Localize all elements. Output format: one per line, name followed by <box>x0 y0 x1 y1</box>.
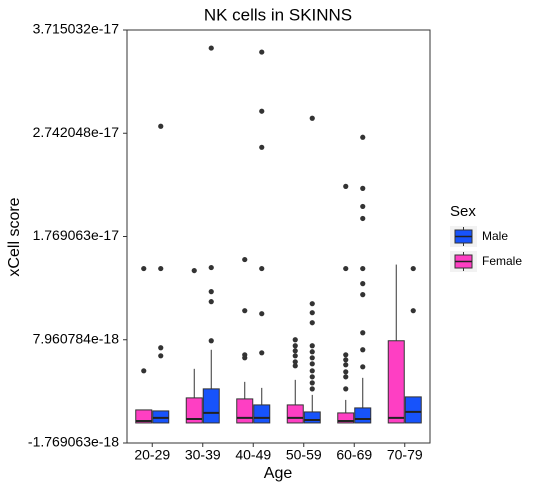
outlier <box>158 353 164 359</box>
outlier <box>292 353 298 359</box>
outlier <box>292 343 298 349</box>
outlier <box>343 183 349 189</box>
outlier <box>360 364 366 370</box>
outlier <box>343 265 349 272</box>
legend-label: Male <box>482 229 508 243</box>
box <box>253 404 271 424</box>
plot-panel <box>127 30 430 443</box>
box <box>404 396 422 424</box>
outlier <box>410 308 416 314</box>
outlier <box>208 338 214 344</box>
outlier <box>309 368 315 374</box>
outlier <box>259 350 265 356</box>
y-tick-label: 1.769063e-17 <box>33 227 120 243</box>
chart-title: NK cells in SKINNS <box>204 5 352 24</box>
outlier <box>343 352 349 358</box>
outlier <box>158 265 164 272</box>
outlier <box>343 357 349 363</box>
x-tick-label: 70-79 <box>387 447 423 463</box>
outlier <box>309 374 315 380</box>
x-tick-label: 60-69 <box>336 447 372 463</box>
outlier <box>309 301 315 307</box>
outlier <box>309 386 315 392</box>
outlier <box>158 345 164 351</box>
outlier <box>360 215 366 222</box>
box <box>202 388 220 424</box>
outlier <box>292 359 298 365</box>
outlier <box>343 362 349 368</box>
x-axis-label: Age <box>264 465 293 482</box>
outlier <box>309 115 315 121</box>
box <box>236 398 254 424</box>
y-tick-label: -1.769063e-18 <box>28 434 119 450</box>
outlier <box>360 203 366 210</box>
outlier <box>360 347 366 353</box>
outlier <box>309 355 315 361</box>
outlier <box>242 355 248 361</box>
outlier <box>259 265 265 272</box>
outlier <box>208 299 214 305</box>
outlier <box>343 369 349 375</box>
box <box>337 412 355 424</box>
outlier <box>292 348 298 354</box>
outlier <box>309 380 315 386</box>
outlier <box>360 185 366 191</box>
box <box>354 407 372 424</box>
outlier <box>360 292 366 298</box>
outlier <box>309 349 315 355</box>
plot-border <box>126 29 431 444</box>
outlier <box>208 45 214 51</box>
outlier <box>191 267 197 274</box>
outlier <box>208 264 214 271</box>
outlier <box>309 320 315 326</box>
outlier <box>360 265 366 272</box>
outlier <box>292 337 298 343</box>
x-tick-label: 50-59 <box>286 447 322 463</box>
outlier <box>141 265 147 272</box>
x-tick-label: 20-29 <box>134 447 170 463</box>
outlier <box>141 368 147 374</box>
outlier <box>259 144 265 150</box>
outlier <box>343 386 349 392</box>
y-tick-label: 2.742048e-17 <box>33 124 120 140</box>
outlier <box>360 281 366 287</box>
outlier <box>259 108 265 114</box>
outlier <box>242 256 248 263</box>
box <box>185 397 203 424</box>
legend-label: Female <box>482 254 522 268</box>
outlier <box>309 310 315 316</box>
outlier <box>242 308 248 314</box>
y-axis-label: xCell score <box>6 197 23 276</box>
outlier <box>292 363 298 369</box>
outlier <box>259 49 265 55</box>
outlier <box>208 289 214 295</box>
outlier <box>309 361 315 367</box>
x-tick-label: 30-39 <box>185 447 221 463</box>
legend-title: Sex <box>450 203 476 220</box>
outlier <box>343 374 349 380</box>
outlier <box>158 123 164 129</box>
outlier <box>259 311 265 317</box>
outlier <box>410 265 416 272</box>
box <box>135 409 153 424</box>
box <box>303 411 321 424</box>
box <box>286 404 304 424</box>
outlier <box>360 330 366 336</box>
outlier <box>309 343 315 349</box>
box <box>387 340 405 424</box>
outlier <box>360 134 366 140</box>
x-tick-label: 40-49 <box>235 447 271 463</box>
y-tick-label: 7.960784e-18 <box>33 330 120 346</box>
y-tick-label: 3.715032e-17 <box>33 21 120 37</box>
